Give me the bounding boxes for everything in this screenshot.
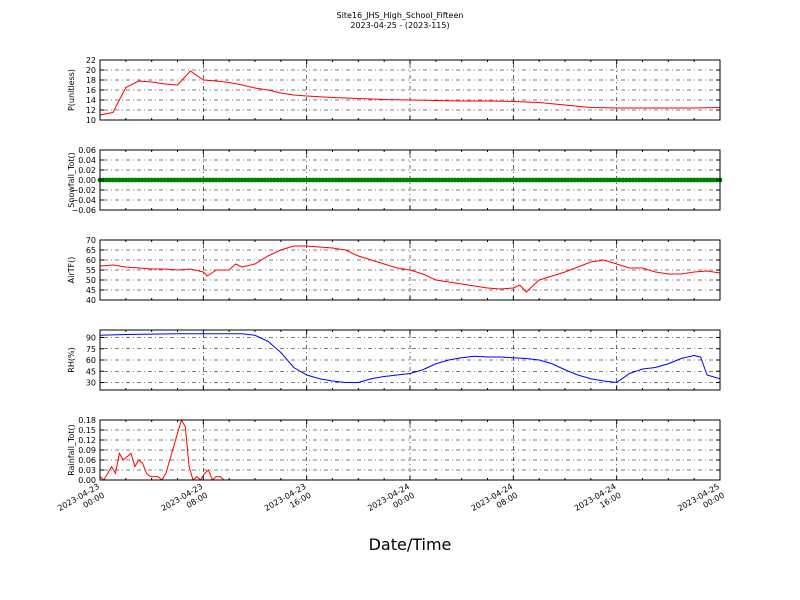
panel-4: 30 45 60 75 90 RH(%) xyxy=(67,329,721,391)
y-tick-label: 0.04 xyxy=(78,156,96,165)
y-axis-label: Rainfall_Tot() xyxy=(67,424,76,476)
x-tick-label: 2023-04-2300:00 xyxy=(56,482,106,522)
y-tick-label: 18 xyxy=(86,76,96,85)
y-tick-label: 30 xyxy=(86,379,96,388)
y-tick-label: −0.04 xyxy=(71,196,96,205)
y-tick-label: 12 xyxy=(86,106,96,115)
x-tick-label: 2023-04-2500:00 xyxy=(676,482,726,522)
y-tick-label: 0.18 xyxy=(78,416,96,425)
x-axis-tick-labels: 2023-04-2300:00 2023-04-2308:00 2023-04-23… xyxy=(56,482,726,522)
y-axis-label: Snowfall_Tot() xyxy=(67,152,76,208)
y-tick-label: 10 xyxy=(86,116,96,125)
y-tick-label: 0.12 xyxy=(78,436,96,445)
y-tick-label: 45 xyxy=(86,367,96,376)
y-tick-label: 60 xyxy=(86,256,96,265)
y-tick-label: 60 xyxy=(86,356,96,365)
y-tick-label: −0.06 xyxy=(71,206,96,215)
series-points xyxy=(97,177,723,183)
chart-title: Site16_JHS_High_School_Fifteen xyxy=(337,11,464,20)
y-tick-label: 90 xyxy=(86,334,96,343)
x-tick-label: 2023-04-2316:00 xyxy=(263,482,313,522)
y-tick-label: 20 xyxy=(86,66,96,75)
panel-2: −0.06−0.04−0.020.000.020.040.06Snowfall_… xyxy=(67,146,723,215)
y-tick-label: −0.02 xyxy=(71,186,96,195)
x-tick-label: 2023-04-2400:00 xyxy=(366,482,416,522)
y-tick-label: 16 xyxy=(86,86,96,95)
y-tick-label: 0.09 xyxy=(78,446,96,455)
y-tick-label: 70 xyxy=(86,236,96,245)
panel-5: 0.000.030.060.090.120.150.18Rainfall_Tot… xyxy=(67,416,721,485)
y-axis-label: P(unitless) xyxy=(67,69,76,111)
chart-subtitle: 2023-04-25 - (2023-115) xyxy=(350,21,449,30)
y-tick-label: 75 xyxy=(86,345,96,354)
x-tick-label: 2023-04-2308:00 xyxy=(160,482,210,522)
y-tick-label: 0.02 xyxy=(78,166,96,175)
y-tick-label: 55 xyxy=(86,266,96,275)
series-line xyxy=(99,333,721,384)
x-tick-label: 2023-04-2408:00 xyxy=(470,482,520,522)
y-tick-label: 0.03 xyxy=(78,466,96,475)
y-tick-label: 0.06 xyxy=(78,146,96,155)
x-tick-label: 2023-04-2416:00 xyxy=(573,482,623,522)
y-tick-label: 14 xyxy=(86,96,96,105)
y-tick-label: 65 xyxy=(86,246,96,255)
y-tick-label: 0.15 xyxy=(78,426,96,435)
y-tick-label: 0.06 xyxy=(78,456,96,465)
y-tick-label: 40 xyxy=(86,296,96,305)
y-tick-label: 45 xyxy=(86,286,96,295)
y-axis-label: AirTF() xyxy=(67,257,76,284)
series-line xyxy=(99,245,721,293)
x-axis-label: Date/Time xyxy=(369,535,452,554)
y-tick-label: 0.00 xyxy=(78,476,96,485)
y-tick-label: 0.00 xyxy=(78,176,96,185)
y-tick-label: 50 xyxy=(86,276,96,285)
y-tick-label: 22 xyxy=(86,56,96,65)
y-axis-label: RH(%) xyxy=(67,347,76,372)
series-line xyxy=(99,70,721,116)
